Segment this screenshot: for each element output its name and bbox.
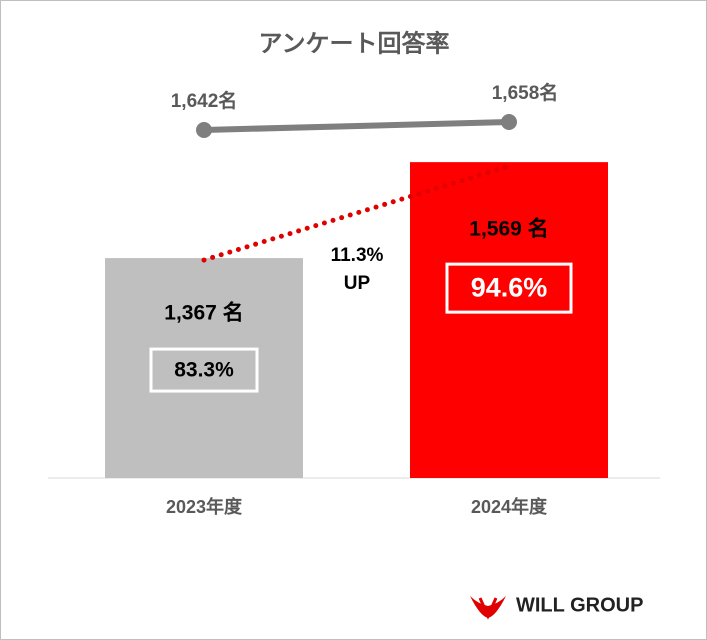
annotation: UP xyxy=(344,273,371,294)
logo-text: WILL GROUP xyxy=(516,594,643,616)
bar xyxy=(410,162,608,478)
rate-label: 94.6% xyxy=(471,272,548,302)
rate-box xyxy=(149,347,259,393)
bar-value-label: 1,569 名 xyxy=(469,217,548,241)
trend-dots xyxy=(201,163,512,263)
line-value-label: 1,642名 xyxy=(171,89,238,112)
logo-icon xyxy=(470,596,506,620)
annotation: 11.3% xyxy=(331,245,384,266)
x-tick-label: 2023年度 xyxy=(166,496,243,517)
rate-label: 83.3% xyxy=(174,359,234,382)
chart-title: アンケート回答率 xyxy=(258,29,449,57)
line xyxy=(203,119,510,133)
rate-box xyxy=(445,262,573,314)
line-point xyxy=(196,122,212,138)
line-value-label: 1,658名 xyxy=(492,81,559,104)
x-tick-label: 2024年度 xyxy=(471,496,548,517)
bar-value-label: 1,367 名 xyxy=(164,301,243,325)
line-point xyxy=(501,114,517,130)
